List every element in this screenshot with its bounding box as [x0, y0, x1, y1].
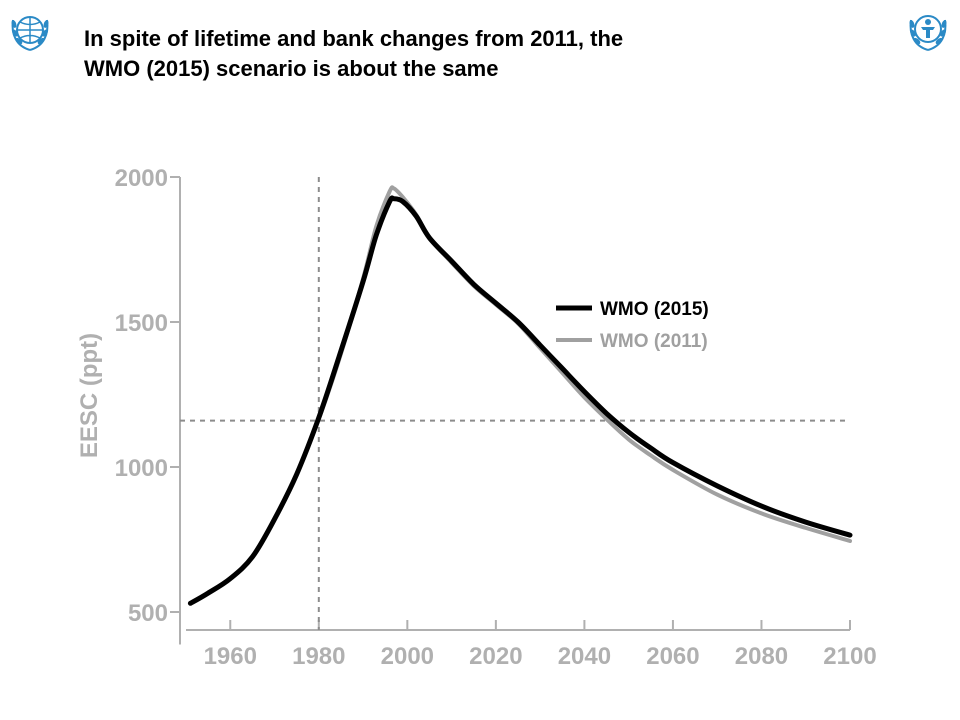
- series-line-wmo-2011: [188, 185, 852, 606]
- series-line-wmo-2015: [187, 195, 853, 606]
- slide-title-line-2: WMO (2015) scenario is about the same: [84, 56, 499, 81]
- chart-legend: WMO (2015) WMO (2011): [556, 299, 709, 352]
- slide-title-line-1: In spite of lifetime and bank changes fr…: [84, 26, 624, 51]
- slide-title: In spite of lifetime and bank changes fr…: [84, 24, 884, 84]
- x-tick-label: 2020: [469, 643, 522, 670]
- legend-label: WMO (2011): [600, 331, 708, 352]
- chart-axes: [170, 176, 851, 645]
- x-tick-label: 1980: [292, 643, 345, 670]
- y-tick-label: 1000: [115, 455, 168, 482]
- unep-emblem-icon: [909, 15, 947, 51]
- reference-lines: [180, 177, 850, 630]
- x-tick-label: 2080: [735, 643, 788, 670]
- y-tick-label: 500: [128, 600, 168, 627]
- x-tick-label: 1960: [204, 643, 257, 670]
- x-tick-label: 2100: [823, 643, 876, 670]
- chart-series: [187, 185, 853, 606]
- y-axis-title: EESC (ppt): [76, 333, 103, 458]
- chart-labels: 500 1000 1500 2000 1960 1980 2000 2020 2040 2060 2…: [76, 165, 877, 670]
- y-tick-label: 2000: [115, 165, 168, 192]
- wmo-emblem-icon: [11, 16, 49, 51]
- x-tick-label: 2040: [558, 643, 611, 670]
- y-tick-label: 1500: [115, 310, 168, 337]
- x-tick-label: 2060: [646, 643, 699, 670]
- x-tick-label: 2000: [381, 643, 434, 670]
- legend-label: WMO (2015): [600, 299, 709, 320]
